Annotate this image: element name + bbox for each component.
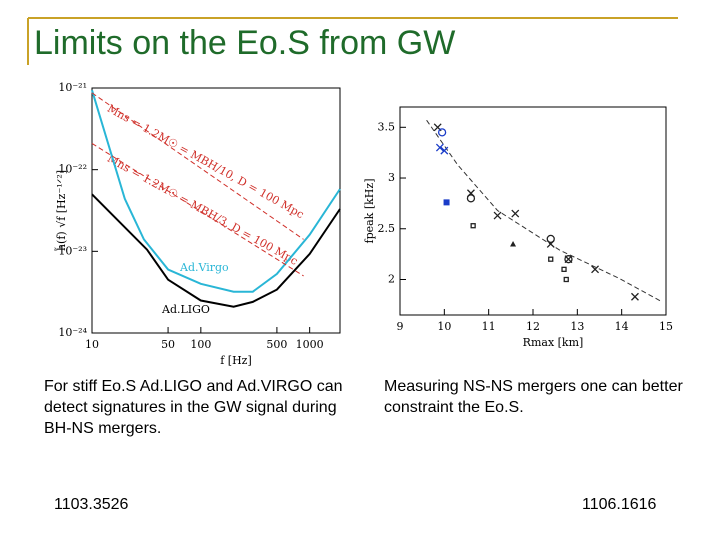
series-line <box>91 89 341 293</box>
series-line <box>426 119 661 302</box>
series-line <box>91 142 304 277</box>
x-tick-label: 10 <box>437 320 451 333</box>
point <box>510 240 517 247</box>
y-tick-label: 10⁻²³ <box>58 244 87 257</box>
x-tick-label: 10 <box>85 338 99 351</box>
point <box>466 194 476 203</box>
y-tick-label: 2.5 <box>378 222 396 235</box>
annotation: Ad.Virgo <box>179 261 229 274</box>
x-tick-label: 100 <box>190 338 211 351</box>
slide-title: Limits on the Eo.S from GW <box>34 24 456 62</box>
point <box>470 223 476 229</box>
point <box>493 211 502 220</box>
series-line <box>91 193 341 308</box>
point <box>435 143 444 152</box>
reference: 1106.1616 <box>582 496 657 513</box>
point <box>591 265 600 274</box>
x-tick-label: 1000 <box>296 338 324 351</box>
x-tick-label: 13 <box>570 320 584 333</box>
y-axis-label: h̃(f) √f [Hz⁻¹ᐟ²] <box>55 170 68 252</box>
y-tick-label: 10⁻²¹ <box>58 81 87 94</box>
y-tick-label: 2 <box>388 272 395 285</box>
point <box>548 256 554 262</box>
point <box>564 255 573 264</box>
y-tick-label: 3 <box>388 171 395 184</box>
x-tick-label: 9 <box>397 320 404 333</box>
reference: 1103.3526 <box>54 496 129 513</box>
annotation: Ad.LIGO <box>161 303 210 316</box>
x-tick-label: 15 <box>659 320 673 333</box>
annotation: Mns = 1.2M☉ = MBH/3, D = 100 Mpc <box>105 152 300 268</box>
y-tick-label: 10⁻²² <box>58 163 87 176</box>
series-line <box>91 92 304 240</box>
x-tick-label: 50 <box>161 338 175 351</box>
x-tick-label: 11 <box>482 320 496 333</box>
caption: For stiff Eo.S Ad.LIGO and Ad.VIRGO can … <box>44 378 343 437</box>
plot-frame <box>399 106 667 316</box>
point <box>546 234 555 244</box>
point <box>437 128 447 137</box>
point <box>440 146 449 155</box>
y-tick-label: 3.5 <box>378 120 396 133</box>
x-axis-label: Rmax [km] <box>523 336 584 349</box>
point <box>443 199 450 206</box>
x-tick-label: 14 <box>615 320 629 333</box>
point <box>631 292 639 301</box>
y-axis-label: fpeak [kHz] <box>363 179 376 244</box>
point <box>511 209 520 218</box>
point <box>561 266 567 272</box>
caption: Measuring NS-NS mergers one can better c… <box>384 378 683 416</box>
y-tick-label: 10⁻²⁴ <box>58 326 87 339</box>
x-tick-label: 12 <box>526 320 540 333</box>
point <box>563 276 569 283</box>
x-tick-label: 500 <box>266 338 287 351</box>
x-axis-label: f [Hz] <box>220 354 252 367</box>
